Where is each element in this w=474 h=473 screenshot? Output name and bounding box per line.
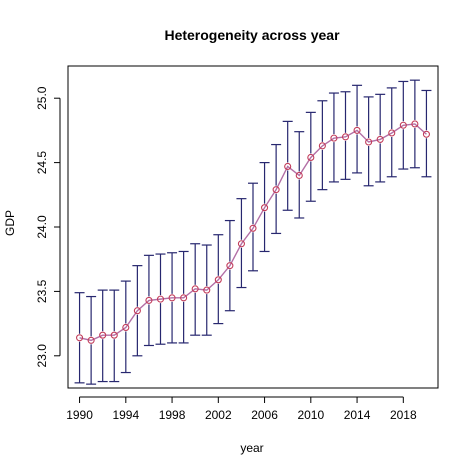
mean-point [226, 262, 234, 270]
mean-point [411, 120, 419, 128]
x-tick-label: 2018 [390, 408, 417, 422]
x-tick-label: 1994 [112, 408, 139, 422]
mean-point [214, 276, 222, 284]
marks-layer: 1990 1994 1998 2002 2006 2010 2014 2018 23.0 23.5… [35, 79, 432, 422]
mean-point [330, 134, 338, 142]
y-tick-label: 23.5 [35, 279, 49, 303]
mean-point [156, 295, 165, 303]
mean-point [168, 294, 176, 302]
plot-frame [67, 65, 439, 389]
mean-point [76, 334, 84, 342]
y-tick-label: 23.0 [35, 344, 49, 368]
x-tick-label: 2010 [297, 408, 324, 422]
mean-point [180, 294, 188, 302]
mean-point [307, 153, 315, 161]
mean-point [99, 331, 107, 339]
x-tick-label: 1990 [66, 408, 93, 422]
mean-point [249, 224, 257, 232]
mean-point [318, 142, 326, 150]
mean-point [87, 336, 95, 344]
mean-point [388, 129, 396, 137]
mean-point [422, 130, 430, 138]
mean-point [284, 162, 292, 171]
mean-point [365, 138, 373, 146]
y-tick-label: 24.0 [35, 215, 49, 239]
mean-point [191, 285, 199, 293]
mean-line [79, 123, 427, 342]
y-axis-label: GDP [3, 210, 17, 236]
mean-point [122, 323, 130, 332]
chart-title: Heterogeneity across year [164, 27, 340, 43]
x-tick-label: 1998 [159, 408, 186, 422]
mean-point [110, 331, 118, 339]
mean-point [145, 296, 153, 304]
mean-point [295, 171, 303, 180]
mean-point [133, 307, 141, 315]
mean-point [399, 121, 407, 129]
mean-point [353, 126, 361, 134]
mean-point [261, 204, 269, 212]
mean-point [203, 286, 211, 294]
x-tick-label: 2014 [344, 408, 371, 422]
mean-point [272, 186, 280, 194]
x-tick-label: 2002 [205, 408, 232, 422]
x-tick-label: 2006 [251, 408, 278, 422]
mean-point [376, 135, 384, 143]
mean-point [237, 240, 245, 248]
x-axis-label: year [240, 441, 263, 455]
mean-point [341, 133, 350, 141]
y-tick-label: 24.5 [35, 151, 49, 175]
y-tick-label: 25.0 [35, 86, 49, 110]
